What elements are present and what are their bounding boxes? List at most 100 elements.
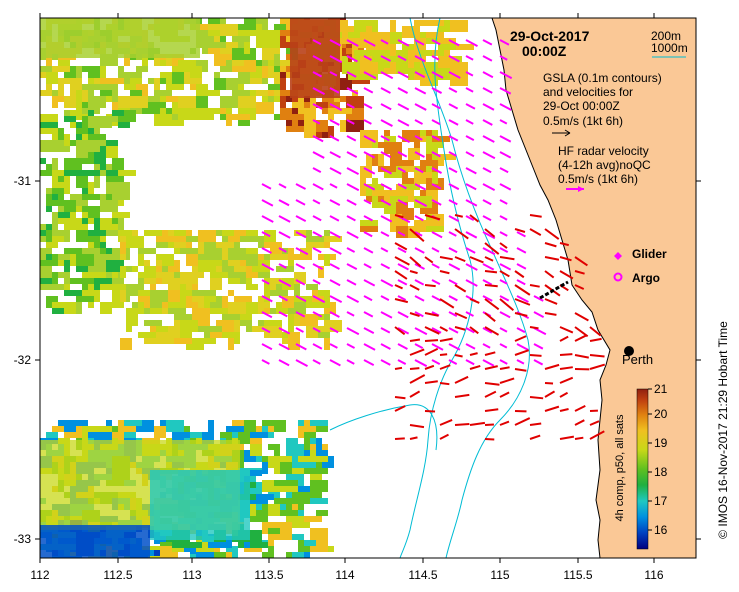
gsla-vector <box>261 183 272 190</box>
sst-cell <box>64 110 70 116</box>
sst-cell <box>316 510 328 516</box>
gsla-vector <box>261 295 273 303</box>
sst-cell <box>306 230 312 242</box>
gsla-vector <box>261 215 274 223</box>
lon-tick-label: 114.5 <box>408 568 437 582</box>
hf-vector <box>454 375 469 384</box>
sst-cell <box>150 470 250 540</box>
gsla-vector <box>346 295 360 304</box>
sst-cell <box>58 206 64 212</box>
hf-vector <box>484 270 498 274</box>
gsla-vector <box>380 183 393 191</box>
sst-cell <box>250 438 262 444</box>
sst-cell <box>372 184 378 190</box>
hf-vector <box>394 214 404 219</box>
sst-cell <box>180 308 186 314</box>
sst-cell <box>274 480 292 486</box>
sst-cell <box>112 182 130 194</box>
hf-vector <box>454 256 466 263</box>
hf-vector <box>514 298 531 306</box>
gsla-vector <box>380 135 390 142</box>
gsla-vector <box>465 247 476 254</box>
hf-vector <box>544 298 558 305</box>
sst-cell <box>208 24 226 30</box>
sst-cell <box>58 84 64 96</box>
gsla-vector <box>312 55 324 62</box>
gsla-vector <box>312 359 321 365</box>
sst-cell <box>324 314 330 320</box>
gsla-vector <box>380 231 390 238</box>
sst-cell <box>222 302 240 308</box>
lat-tick-label: -32 <box>14 353 32 367</box>
isobath-legend: 200m 1000m <box>651 29 688 58</box>
isobath-200m-label: 200m <box>651 29 681 43</box>
sst-cell <box>82 170 100 176</box>
latitude-axis: -31 -32 -33 <box>14 174 701 546</box>
gsla-vector <box>346 247 356 253</box>
sst-cell <box>130 96 148 108</box>
sst-cell <box>306 326 318 338</box>
sst-cell <box>256 504 262 510</box>
gsla-vector <box>312 263 324 270</box>
sst-cell <box>190 84 196 90</box>
sst-cell <box>40 66 52 72</box>
gsla-vector <box>516 231 526 238</box>
hf-vector <box>409 424 425 429</box>
hf-vector <box>544 363 560 370</box>
hf-vector <box>484 408 499 412</box>
gsla-vector <box>499 311 511 319</box>
hf-vector <box>529 354 542 357</box>
sst-field <box>40 18 474 558</box>
sst-cell <box>52 236 64 242</box>
sst-cell <box>408 50 420 62</box>
gsla-vector <box>482 327 493 334</box>
sst-cell <box>76 152 88 158</box>
sst-cell <box>106 140 118 146</box>
sst-cell <box>292 534 304 540</box>
gsla-vector <box>482 183 496 192</box>
sst-cell <box>414 50 432 56</box>
sst-cell <box>94 158 100 164</box>
sst-cell <box>46 242 58 248</box>
sst-cell <box>304 540 316 546</box>
gsla-vector <box>414 247 425 254</box>
sst-cell <box>240 236 246 242</box>
gsla-vector <box>363 135 376 143</box>
gsla-vector <box>482 295 493 302</box>
gsla-vector <box>346 311 355 317</box>
gsla-vector <box>482 87 493 94</box>
hf-vector <box>499 391 510 398</box>
sst-cell <box>334 108 352 114</box>
sst-cell <box>64 272 70 284</box>
gsla-legend-line4: 0.5m/s (1kt 6h) <box>543 114 623 128</box>
sst-cell <box>120 290 126 302</box>
sst-cell <box>246 296 252 302</box>
hf-vector <box>559 366 573 370</box>
gsla-vector <box>448 151 457 157</box>
sst-cell <box>88 432 94 438</box>
sst-cell <box>168 290 180 302</box>
sst-cell <box>64 420 82 426</box>
gsla-vector <box>295 247 309 256</box>
hf-vector <box>394 256 410 266</box>
gsla-vector <box>346 55 358 63</box>
glider-track <box>539 280 569 300</box>
sst-cell <box>40 224 46 230</box>
map-title: 29-Oct-2017 00:00Z <box>510 28 590 59</box>
sst-cell <box>426 142 444 148</box>
sst-cell <box>226 536 232 548</box>
sst-cell <box>52 218 70 224</box>
hf-vector <box>529 326 539 330</box>
sst-cell <box>112 426 118 432</box>
gsla-vector <box>278 199 290 207</box>
gsla-vector <box>363 39 376 47</box>
sst-cell <box>168 266 180 272</box>
argo-symbol-icon <box>613 272 623 282</box>
hf-vector <box>469 256 484 264</box>
sst-cell <box>46 230 52 242</box>
sst-cell <box>262 72 268 78</box>
gsla-vector <box>329 199 341 207</box>
sst-cell <box>126 266 132 272</box>
sst-cell <box>162 278 180 284</box>
gsla-vector <box>431 119 441 126</box>
